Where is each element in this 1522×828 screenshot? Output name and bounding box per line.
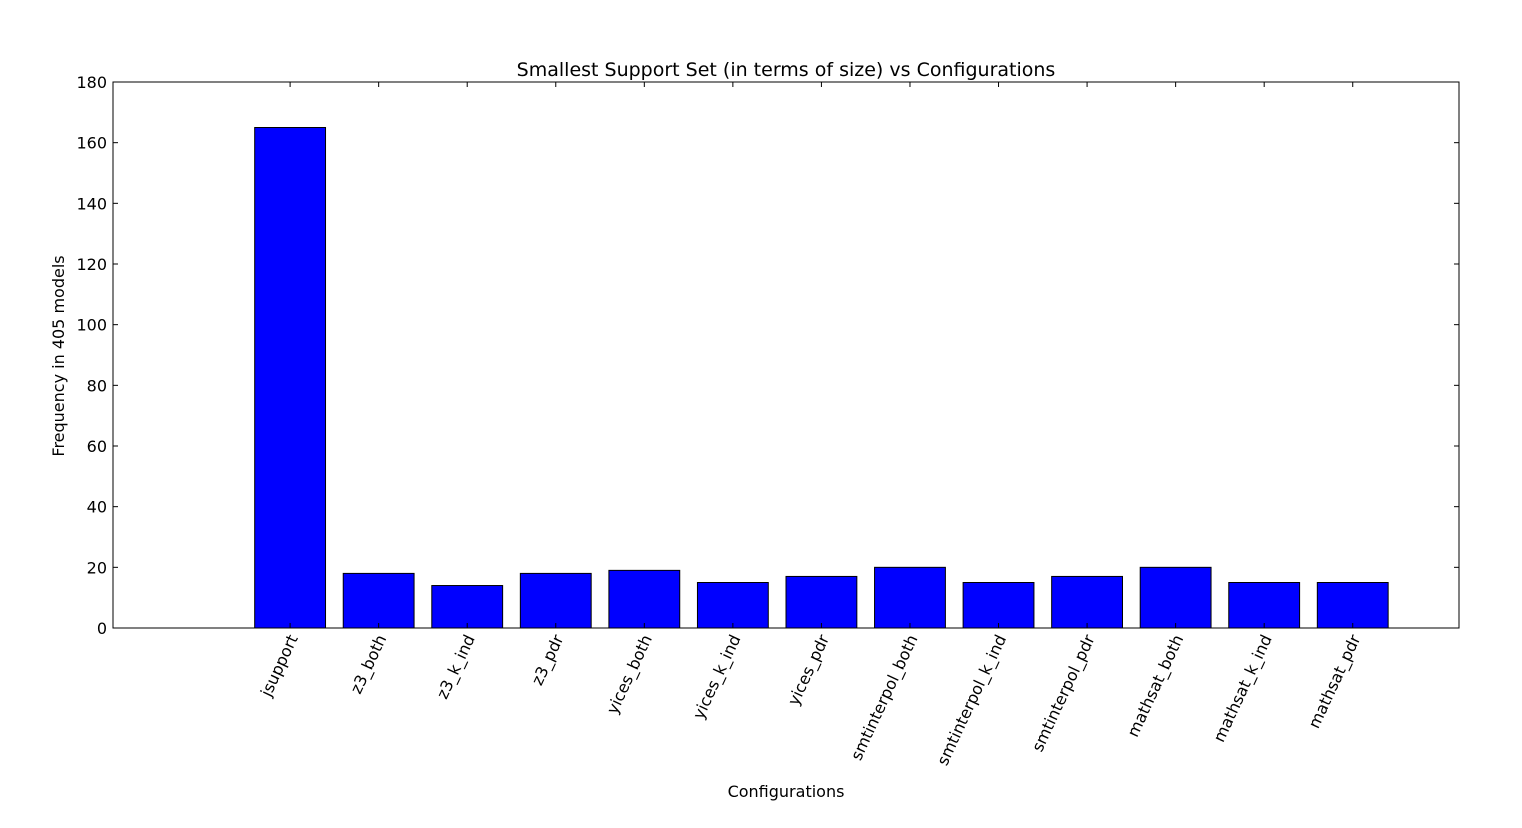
x-tick-label-mathsat_both: mathsat_both — [1123, 632, 1188, 741]
x-tick-label-yices_both: yices_both — [603, 632, 657, 718]
x-tick-label-mathsat_pdr: mathsat_pdr — [1304, 631, 1365, 731]
y-tick-label: 60 — [87, 437, 107, 456]
x-tick-label-smtinterpol_both: smtinterpol_both — [847, 632, 923, 764]
y-tick-label: 100 — [76, 316, 107, 335]
plot-area: 0 20 40 60 80 100 120 140 160 180 jsupport z3_both z… — [76, 73, 1460, 769]
y-tick-label: 180 — [76, 73, 107, 92]
axes-frame — [112, 81, 1460, 629]
y-tick-label: 40 — [87, 498, 107, 517]
bar-mathsat_k_ind — [1228, 582, 1301, 629]
bar-smtinterpol_k_ind — [962, 582, 1035, 629]
y-tick-label: 0 — [97, 619, 107, 638]
bar-yices_k_ind — [696, 582, 769, 629]
x-tick-label-jsupport: jsupport — [256, 632, 301, 701]
y-tick-label: 20 — [87, 558, 107, 577]
x-tick-label-yices_k_ind: yices_k_ind — [689, 632, 746, 723]
x-tick-label-z3_pdr: z3_pdr — [528, 631, 569, 688]
bar-jsupport — [254, 127, 327, 629]
bar-smtinterpol_both — [874, 566, 946, 629]
bar-mathsat_pdr — [1316, 582, 1389, 629]
x-tick-label-smtinterpol_pdr: smtinterpol_pdr — [1028, 631, 1100, 755]
x-tick-label-mathsat_k_ind: mathsat_k_ind — [1209, 632, 1276, 746]
bar-smtinterpol_pdr — [1051, 575, 1123, 629]
y-tick-label: 80 — [87, 376, 107, 395]
bar-z3_k_ind — [431, 585, 504, 629]
x-tick-label-yices_pdr: yices_pdr — [784, 631, 834, 709]
chart-title: Smallest Support Set (in terms of size) … — [517, 59, 1056, 81]
y-tick-label: 140 — [76, 194, 107, 213]
bar-mathsat_both — [1139, 566, 1212, 629]
bar-yices_both — [608, 569, 681, 629]
y-tick-label: 120 — [76, 255, 107, 274]
x-tick-label-z3_k_ind: z3_k_ind — [433, 632, 480, 703]
x-tick-label-smtinterpol_k_ind: smtinterpol_k_ind — [933, 632, 1011, 769]
x-tick-label-z3_both: z3_both — [346, 632, 391, 697]
bar-z3_both — [342, 572, 415, 629]
bar-z3_pdr — [519, 572, 592, 629]
x-axis-label: Configurations — [728, 782, 845, 801]
bar-yices_pdr — [785, 575, 858, 629]
y-tick-label: 160 — [76, 134, 107, 153]
y-axis-label: Frequency in 405 models — [49, 255, 68, 456]
